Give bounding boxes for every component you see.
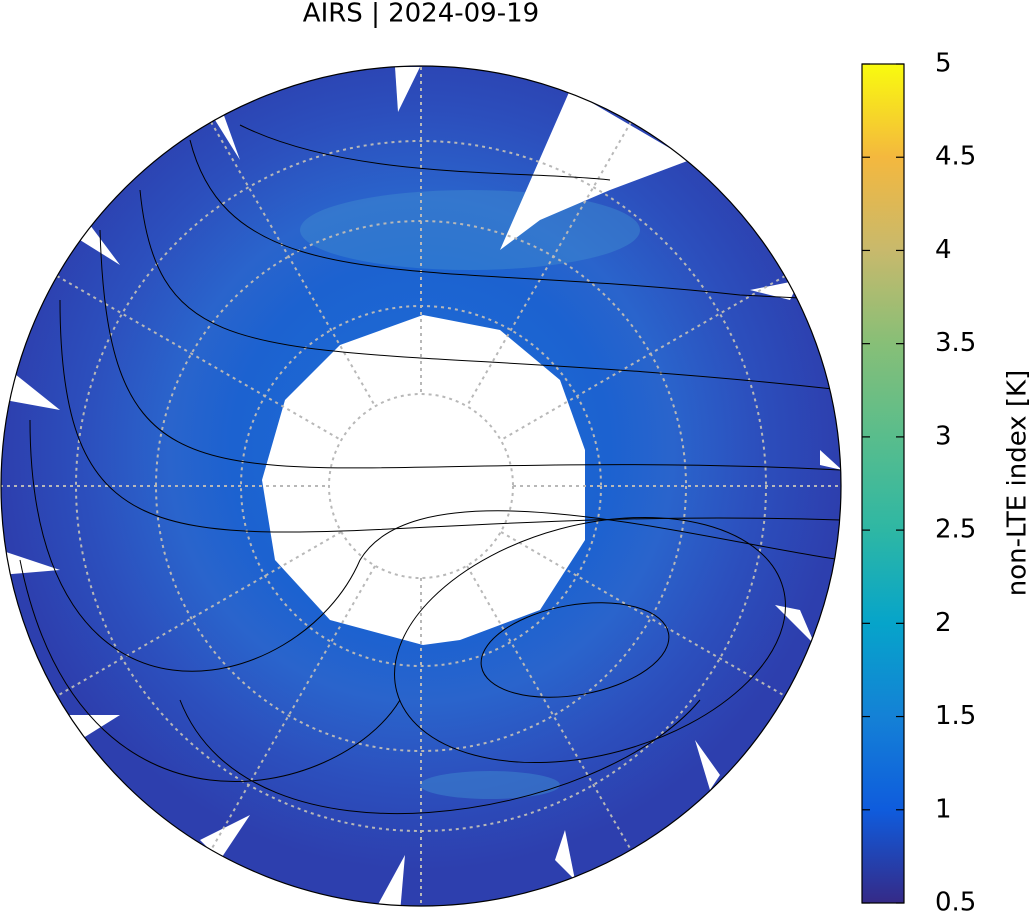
colorbar-scale (861, 63, 905, 904)
colorbar-tick-label: 3.5 (935, 328, 976, 358)
map-border (0, 65, 842, 907)
colorbar-tick-label: 0.5 (935, 888, 976, 913)
colorbar-tick-label: 5 (935, 49, 952, 79)
map (1, 66, 841, 906)
colorbar-tick-label: 4 (935, 235, 952, 265)
colorbar-tick-label: 3 (935, 421, 952, 451)
colorbar-tick-label: 1 (935, 794, 952, 824)
colorbar-tick-label: 2 (935, 608, 952, 638)
colorbar-tick-label: 2.5 (935, 515, 976, 545)
title: AIRS | 2024-09-19 (303, 0, 539, 29)
colorbar (861, 63, 905, 904)
colorbar-tick-label: 4.5 (935, 142, 976, 172)
colorbar-tick-label: 1.5 (935, 701, 976, 731)
colorbar-label: non-LTE index [K] (1003, 370, 1032, 596)
